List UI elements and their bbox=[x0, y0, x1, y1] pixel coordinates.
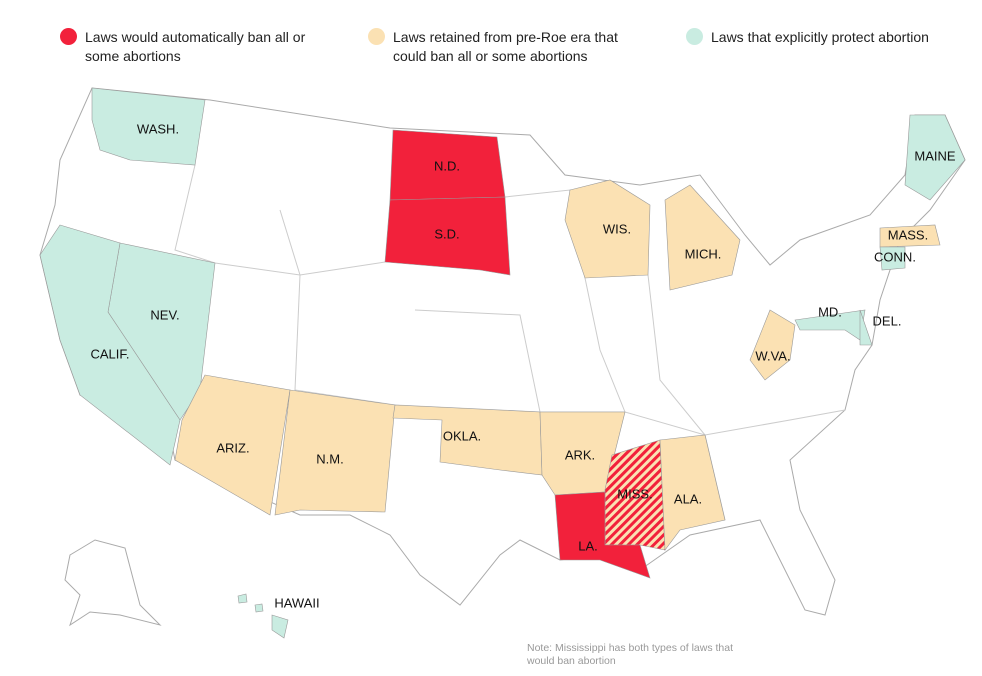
legend-swatch bbox=[368, 28, 385, 45]
state bbox=[879, 224, 941, 248]
state-label: MICH. bbox=[685, 246, 722, 261]
legend-label: Laws retained from pre-Roe era that coul… bbox=[393, 29, 618, 64]
state-label: NEV. bbox=[150, 307, 179, 322]
state bbox=[384, 196, 511, 276]
state bbox=[174, 374, 291, 516]
state-label: MISS. bbox=[617, 486, 652, 501]
state-label: WIS. bbox=[603, 221, 631, 236]
state-label: N.M. bbox=[316, 451, 343, 466]
state-label: MAINE bbox=[914, 148, 956, 163]
alaska bbox=[64, 539, 162, 627]
state-label: DEL. bbox=[873, 313, 902, 328]
state bbox=[554, 491, 651, 579]
legend-label: Laws that explicitly protect abortion bbox=[711, 29, 929, 45]
state bbox=[237, 593, 248, 604]
state bbox=[39, 224, 181, 466]
state bbox=[274, 389, 396, 516]
state-label: OKLA. bbox=[443, 428, 481, 443]
state-label: ARIZ. bbox=[216, 440, 249, 455]
state bbox=[254, 603, 264, 613]
legend-swatch bbox=[60, 28, 77, 45]
state-label: ALA. bbox=[674, 491, 702, 506]
state bbox=[904, 114, 966, 201]
note: Note: Mississippi has both types of laws… bbox=[527, 642, 734, 667]
state bbox=[91, 87, 206, 166]
state bbox=[659, 434, 726, 551]
state-label: CALIF. bbox=[90, 346, 129, 361]
legend-item: Laws retained from pre-Roe era that coul… bbox=[368, 28, 653, 66]
state-label: MASS. bbox=[888, 227, 928, 242]
state-label: WASH. bbox=[137, 121, 179, 136]
legend-label: Laws would automatically ban all or some… bbox=[85, 29, 306, 64]
legend-item: Laws would automatically ban all or some… bbox=[60, 28, 320, 66]
state-label: ARK. bbox=[565, 447, 595, 462]
state-label: W.VA. bbox=[755, 348, 790, 363]
state-label: N.D. bbox=[434, 158, 460, 173]
state bbox=[859, 309, 873, 346]
legend-item: Laws that explicitly protect abortion bbox=[686, 28, 966, 47]
state-label: S.D. bbox=[434, 226, 459, 241]
state bbox=[749, 309, 796, 381]
state-label: HAWAII bbox=[274, 595, 319, 610]
state bbox=[271, 614, 289, 639]
state-border bbox=[414, 309, 541, 413]
state bbox=[664, 184, 741, 291]
state-label: CONN. bbox=[874, 249, 916, 264]
state-label: LA. bbox=[578, 538, 598, 553]
legend-swatch bbox=[686, 28, 703, 45]
state-label: MD. bbox=[818, 304, 842, 319]
state bbox=[879, 246, 906, 271]
state bbox=[564, 179, 651, 279]
state bbox=[794, 309, 866, 341]
